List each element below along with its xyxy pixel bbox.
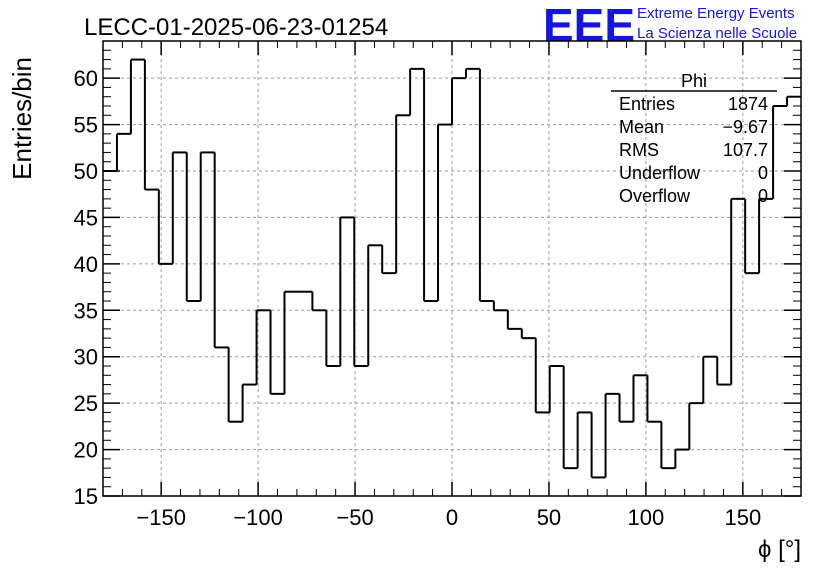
histogram-bin: [353, 217, 369, 367]
histogram-bin: [143, 59, 159, 191]
stats-row-label: Entries: [619, 94, 675, 114]
histogram-bin: [129, 58, 145, 134]
histogram-bin: [618, 393, 634, 423]
histogram-bin: [520, 328, 536, 340]
histogram-bin: [157, 189, 173, 265]
histogram-bin: [395, 114, 411, 274]
x-tick-label: 0: [446, 505, 458, 530]
histogram-bin: [688, 402, 704, 450]
x-tick-label: −50: [336, 505, 373, 530]
axes: −150 −100 −50 0 50 100 150 15 20 25 30 35 40 45 50 55 60: [74, 40, 802, 530]
histogram-bin: [646, 375, 662, 423]
histogram-bin: [506, 310, 522, 330]
y-tick-label: 60: [74, 66, 98, 91]
y-tick-label: 20: [74, 438, 98, 463]
histogram-bin: [576, 411, 592, 469]
y-tick-label: 15: [74, 484, 98, 509]
histogram-bin: [227, 347, 243, 423]
stats-row-value: 1874: [728, 94, 768, 114]
histogram-bin: [241, 383, 257, 422]
histogram-bin: [772, 105, 788, 199]
histogram-bin: [604, 392, 620, 478]
histogram-bin: [325, 310, 341, 367]
histogram-series: [103, 58, 801, 479]
grid: [103, 41, 801, 496]
stats-row-label: RMS: [619, 140, 659, 160]
histogram-bin: [451, 77, 466, 125]
logo-subtitle-line1: Extreme Energy Events: [637, 5, 795, 22]
histogram-bin: [255, 309, 271, 385]
histogram-bin: [590, 412, 606, 479]
stats-row-value: 0: [758, 163, 768, 183]
statistics-box: Phi Entries 1874 Mean −9.67 RMS 107.7 Underflo…: [611, 71, 777, 206]
stats-row-label: Underflow: [619, 163, 701, 183]
x-tick-label: 150: [724, 505, 761, 530]
stats-row-value: 107.7: [723, 140, 768, 160]
eee-logo: EEE: [543, 0, 635, 51]
y-tick-label: 30: [74, 345, 98, 370]
y-tick-label: 50: [74, 159, 98, 184]
x-axis-label: ϕ [°]: [758, 536, 801, 563]
y-tick-label: 45: [74, 205, 98, 230]
logo-subtitle-line2: La Scienza nelle Scuole: [637, 25, 797, 42]
histogram-bin: [492, 301, 508, 312]
run-title: LECC-01-2025-06-23-01254: [84, 14, 388, 41]
histogram-bin: [464, 67, 480, 79]
stats-row-label: Mean: [619, 117, 664, 137]
histogram-bin: [744, 198, 760, 275]
x-tick-label: 50: [537, 505, 561, 530]
y-tick-label: 35: [74, 298, 98, 323]
y-tick-label: 55: [74, 113, 98, 138]
histogram-bin: [437, 123, 452, 301]
histogram-bin: [716, 356, 732, 386]
stats-title: Phi: [681, 71, 707, 91]
histogram-bin: [409, 67, 425, 116]
histogram-bin: [381, 245, 397, 275]
histogram-bin: [674, 448, 690, 469]
y-tick-label: 40: [74, 252, 98, 277]
histogram-bin: [786, 95, 801, 106]
stats-row-value: 0: [758, 186, 768, 206]
histogram-bin: [283, 290, 299, 394]
stats-row-label: Overflow: [619, 186, 691, 206]
histogram-bin: [478, 68, 494, 302]
y-tick-label: 25: [74, 391, 98, 416]
histogram-bin: [339, 216, 355, 366]
histogram-bin: [171, 151, 187, 264]
histogram-bin: [269, 310, 285, 395]
histogram-bin: [660, 421, 676, 470]
histogram-bin: [548, 365, 564, 413]
histogram-bin: [562, 366, 578, 470]
histogram-bin: [199, 151, 215, 301]
histogram-bin: [632, 374, 648, 422]
y-axis-label: Entries/bin: [7, 57, 37, 180]
x-tick-label: 100: [628, 505, 665, 530]
histogram-bin: [758, 197, 774, 274]
histogram-bin: [702, 355, 718, 404]
stats-row-value: −9.67: [722, 117, 768, 137]
histogram-bin: [213, 152, 229, 349]
histogram-bin: [185, 152, 201, 302]
histogram-bin: [423, 68, 439, 302]
histogram-bin: [730, 197, 746, 385]
stats-rows: Entries 1874 Mean −9.67 RMS 107.7 Underflow 0 Ov…: [619, 94, 768, 206]
x-tick-label: −150: [136, 505, 186, 530]
histogram-bin: [367, 244, 383, 366]
histogram-bin: [311, 291, 327, 312]
histogram-bin: [115, 132, 131, 171]
histogram-bin: [534, 338, 550, 414]
x-tick-label: −100: [233, 505, 283, 530]
